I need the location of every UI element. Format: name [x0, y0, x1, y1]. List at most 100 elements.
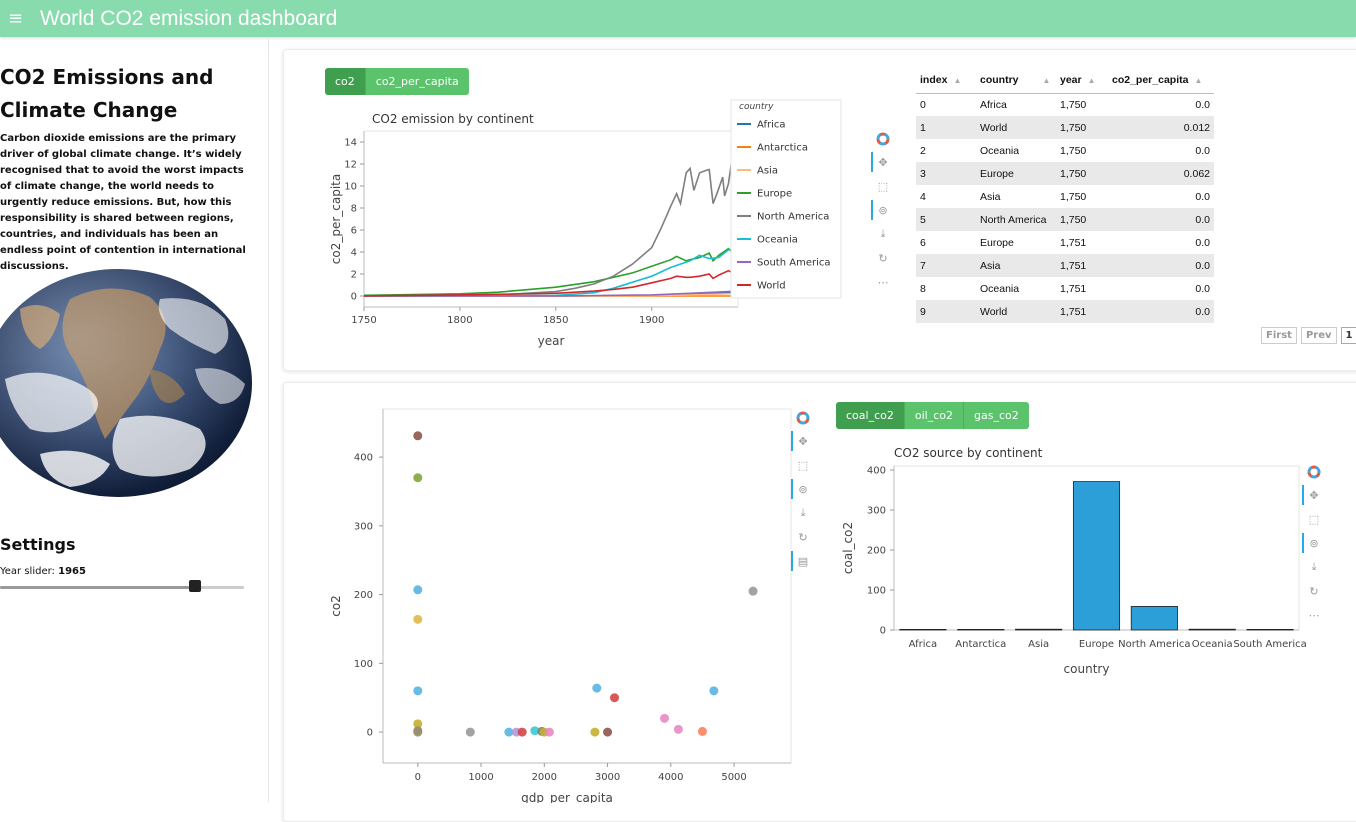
column-header-year[interactable]: year▲ — [1056, 68, 1108, 93]
pan-icon[interactable]: ✥ — [793, 429, 813, 453]
pager-first-button[interactable]: First — [1261, 327, 1297, 344]
pager-page-1[interactable]: 1 — [1341, 327, 1356, 344]
legend-item-label: Asia — [757, 166, 778, 177]
legend-item-label: Oceania — [757, 235, 798, 246]
top-panel: co2 co2_per_capita CO2 emission by conti… — [283, 49, 1356, 371]
x-tick-label: 1850 — [543, 315, 568, 326]
table-cell: 0.0 — [1108, 231, 1214, 254]
save-icon[interactable]: ⤓ — [793, 501, 813, 525]
box-zoom-icon[interactable]: ⬚ — [873, 174, 893, 198]
y-tick-label: 10 — [344, 182, 357, 193]
year-slider-handle[interactable] — [189, 580, 201, 592]
wheel-zoom-icon[interactable]: ⊚ — [873, 198, 893, 222]
scatter-point — [749, 587, 758, 596]
column-label: country — [980, 74, 1019, 86]
more-icon[interactable]: ⋯ — [873, 270, 893, 294]
x-tick-label: 3000 — [595, 772, 620, 783]
column-header-index[interactable]: index▲ — [916, 68, 976, 93]
table-pager: First Prev 1 — [1261, 327, 1356, 344]
pan-icon[interactable]: ✥ — [1304, 483, 1324, 507]
bar-oceania — [1189, 629, 1235, 630]
box-zoom-icon[interactable]: ⬚ — [1304, 507, 1324, 531]
box-zoom-icon[interactable]: ⬚ — [793, 453, 813, 477]
x-axis-label: country — [1064, 662, 1110, 676]
hover-icon[interactable]: ▤ — [793, 549, 813, 573]
sidebar-title-line1: CO2 Emissions and — [0, 65, 213, 89]
wheel-zoom-icon[interactable]: ⊚ — [1304, 531, 1324, 555]
scatter-point — [413, 585, 422, 594]
y-tick-label: 8 — [351, 204, 357, 215]
app-header: ≡ World CO2 emission dashboard — [0, 0, 1356, 37]
year-slider[interactable] — [0, 586, 244, 589]
scatter-point — [413, 615, 422, 624]
sort-icon[interactable]: ▲ — [953, 76, 961, 85]
hamburger-menu-icon[interactable]: ≡ — [8, 8, 30, 29]
scatter-point — [413, 728, 422, 737]
y-tick-label: 100 — [354, 659, 373, 670]
year-slider-value: 1965 — [58, 566, 86, 577]
table-cell: 1 — [916, 116, 976, 139]
save-icon[interactable]: ⤓ — [1304, 555, 1324, 579]
scatter-point — [698, 727, 707, 736]
settings-heading: Settings — [0, 535, 76, 554]
reset-icon[interactable]: ↻ — [793, 525, 813, 549]
x-tick-label: Europe — [1079, 639, 1114, 650]
tab-co2[interactable]: co2 — [325, 68, 366, 95]
table-cell: 1,751 — [1056, 300, 1108, 323]
table-cell: 3 — [916, 162, 976, 185]
table-cell: 0.0 — [1108, 93, 1214, 116]
legend-item-label: Antarctica — [757, 143, 808, 154]
bokeh-logo-icon[interactable] — [873, 128, 893, 150]
sort-icon[interactable]: ▲ — [1088, 76, 1096, 85]
column-header-country[interactable]: country ▲ — [976, 68, 1056, 93]
sort-icon[interactable]: ▲ — [1194, 76, 1202, 85]
tab-co2-per-capita[interactable]: co2_per_capita — [366, 68, 469, 95]
y-tick-label: 0 — [367, 728, 373, 739]
pager-prev-button[interactable]: Prev — [1301, 327, 1337, 344]
tab-coal-co2[interactable]: coal_co2 — [836, 402, 905, 429]
app-title: World CO2 emission dashboard — [40, 7, 337, 31]
line-chart-title: CO2 emission by continent — [372, 112, 534, 126]
table-cell: 7 — [916, 254, 976, 277]
table-cell: 1,750 — [1056, 162, 1108, 185]
y-tick-label: 400 — [354, 453, 373, 464]
y-axis-label: co2_per_capita — [329, 174, 343, 264]
line-chart-toolbar: ✥ ⬚ ⊚ ⤓ ↻ ⋯ — [873, 128, 893, 294]
bar-chart: CO2 source by continent0100200300400Afri… — [836, 439, 1306, 689]
scatter-point — [660, 714, 669, 723]
y-tick-label: 400 — [867, 466, 886, 477]
reset-icon[interactable]: ↻ — [873, 246, 893, 270]
reset-icon[interactable]: ↻ — [1304, 579, 1324, 603]
metric-tab-group: co2 co2_per_capita — [325, 68, 469, 95]
save-icon[interactable]: ⤓ — [873, 222, 893, 246]
bar-north-america — [1131, 606, 1177, 630]
scatter-point — [590, 728, 599, 737]
tab-gas-co2[interactable]: gas_co2 — [964, 402, 1029, 429]
tab-oil-co2[interactable]: oil_co2 — [905, 402, 964, 429]
x-tick-label: 1750 — [351, 315, 376, 326]
column-header-co2-per-capita[interactable]: co2_per_capita▲ — [1108, 68, 1214, 93]
series-line-north-america — [364, 148, 738, 297]
bokeh-logo-icon[interactable] — [1304, 461, 1324, 483]
sort-icon[interactable]: ▲ — [1043, 76, 1051, 85]
legend-title: country — [739, 102, 774, 112]
bokeh-logo-icon[interactable] — [793, 407, 813, 429]
source-tab-group: coal_co2 oil_co2 gas_co2 — [836, 402, 1029, 429]
sidebar-title-line2: Climate Change — [0, 98, 177, 122]
table-cell: 1,751 — [1056, 254, 1108, 277]
pan-icon[interactable]: ✥ — [873, 150, 893, 174]
more-icon[interactable]: ⋯ — [1304, 603, 1324, 627]
wheel-zoom-icon[interactable]: ⊚ — [793, 477, 813, 501]
